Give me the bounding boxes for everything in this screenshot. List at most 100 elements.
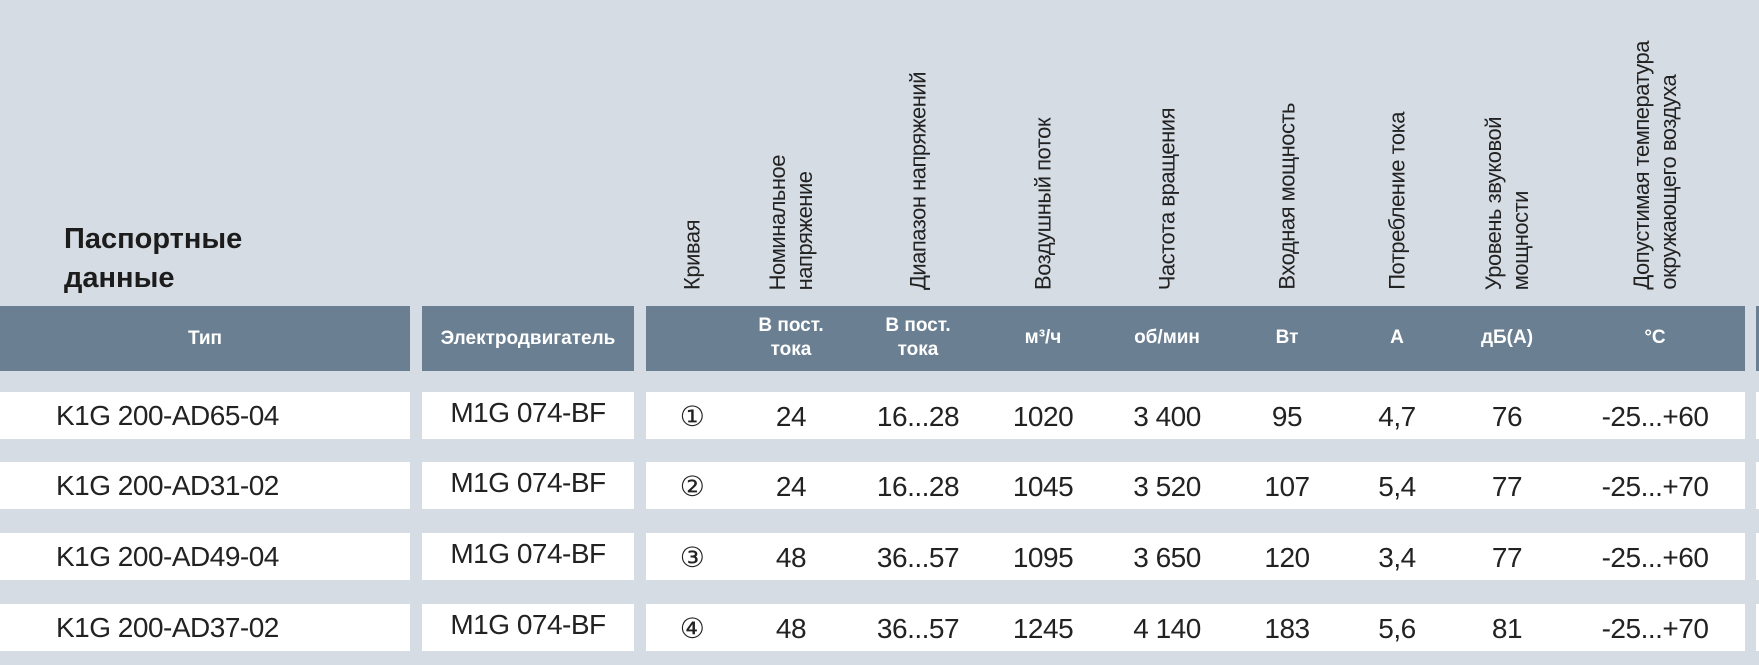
title-line: Паспортные [64, 223, 243, 255]
row-cell [0, 462, 410, 509]
header-cell [646, 306, 1745, 371]
row-cell [0, 604, 410, 651]
value-cell: 5,4 [1378, 471, 1416, 502]
value-cell: 77 [1491, 542, 1523, 573]
column-label: Воздушный поток [1030, 118, 1057, 290]
row-cell [646, 392, 1745, 439]
column-label-line: Входная мощность [1274, 103, 1300, 290]
title: Паспортные данные [64, 220, 242, 298]
header-cell [1756, 306, 1759, 371]
value-cell: 36...57 [876, 542, 960, 573]
title-line: данные [64, 262, 175, 294]
column-label: Потребление тока [1384, 112, 1411, 290]
value-cell: 16...28 [876, 471, 960, 502]
column-label: Кривая [679, 220, 706, 290]
header-cell [422, 306, 634, 371]
value-cell: 3 400 [1133, 401, 1201, 432]
column-label-line: Допустимая температура [1629, 41, 1654, 290]
column-label-line: Диапазон напряжений [905, 71, 931, 290]
value-cell: 1245 [1012, 613, 1074, 644]
value-cell: 95 [1271, 401, 1303, 432]
type-cell: K1G 200-AD65-04 [56, 400, 279, 431]
value-cell: 3 520 [1133, 471, 1201, 502]
row-cell [1756, 604, 1759, 651]
column-label-line: Воздушный поток [1030, 118, 1056, 290]
value-cell: 120 [1264, 542, 1310, 573]
row-cell [1756, 533, 1759, 580]
value-cell: 1095 [1012, 542, 1074, 573]
row-cell [0, 392, 410, 439]
row-cell [422, 604, 634, 651]
column-label: Допустимая температура окружающего воздух… [1628, 41, 1682, 290]
row-cell [0, 533, 410, 580]
column-unit-line: м³/ч [1024, 327, 1062, 348]
row-cell [422, 462, 634, 509]
value-cell: 48 [775, 542, 807, 573]
column-label: Диапазон напряжений [905, 72, 932, 290]
value-cell: 5,6 [1378, 613, 1416, 644]
column-unit: °C [1644, 326, 1665, 350]
value-cell: 24 [775, 471, 807, 502]
value-cell: ② [679, 471, 705, 502]
column-unit: В пост. тока [758, 314, 823, 362]
value-cell: 183 [1264, 613, 1310, 644]
value-cell: 3,4 [1378, 542, 1416, 573]
header-label: Тип [187, 328, 223, 349]
column-label-line: напряжение [792, 171, 817, 290]
value-cell: 1045 [1012, 471, 1074, 502]
column-unit-line: дБ(А) [1480, 327, 1534, 348]
column-label: Частота вращения [1154, 108, 1181, 290]
column-unit-line: В пост. [885, 315, 951, 336]
column-unit-line: °C [1644, 327, 1666, 348]
value-cell: 3 650 [1133, 542, 1201, 573]
value-cell: 76 [1491, 401, 1523, 432]
column-label-line: Частота вращения [1154, 107, 1180, 290]
value-cell: 107 [1264, 471, 1310, 502]
column-label: Номинальное напряжение [764, 155, 818, 290]
column-label-line: Кривая [679, 220, 705, 290]
header-cell [0, 306, 410, 371]
row-cell [646, 533, 1745, 580]
type-cell: K1G 200-AD49-04 [56, 541, 279, 572]
column-unit-line: тока [897, 339, 939, 360]
value-cell: 4 140 [1133, 613, 1201, 644]
value-cell: 4,7 [1378, 401, 1416, 432]
row-cell [646, 604, 1745, 651]
column-unit-line: В пост. [758, 315, 824, 336]
value-cell: ④ [679, 613, 705, 644]
value-cell: -25...+60 [1601, 401, 1709, 432]
value-cell: 36...57 [876, 613, 960, 644]
column-label-line: Уровень звуковой [1481, 116, 1506, 290]
value-cell: 48 [775, 613, 807, 644]
motor-cell: M1G 074-BF [450, 467, 606, 498]
column-unit: Вт [1276, 326, 1299, 350]
column-unit-line: тока [770, 339, 812, 360]
row-cell [1756, 462, 1759, 509]
column-unit-line: А [1390, 327, 1404, 348]
column-unit: В пост. тока [885, 314, 950, 362]
type-cell: K1G 200-AD31-02 [56, 470, 279, 501]
value-cell: -25...+70 [1601, 471, 1709, 502]
type-cell: K1G 200-AD37-02 [56, 612, 279, 643]
motor-cell: M1G 074-BF [450, 538, 606, 569]
value-cell: 1020 [1012, 401, 1074, 432]
value-cell: 77 [1491, 471, 1523, 502]
row-cell [1756, 392, 1759, 439]
column-label-line: Номинальное [765, 154, 790, 290]
row-cell [422, 533, 634, 580]
value-cell: -25...+60 [1601, 542, 1709, 573]
value-cell: ③ [679, 542, 705, 573]
column-unit-line: Вт [1275, 327, 1299, 348]
value-cell: -25...+70 [1601, 613, 1709, 644]
motor-cell: M1G 074-BF [450, 397, 606, 428]
column-label: Входная мощность [1274, 103, 1301, 290]
value-cell: ① [679, 401, 705, 432]
column-label-line: мощности [1508, 190, 1533, 290]
value-cell: 81 [1491, 613, 1523, 644]
column-unit: об/мин [1134, 326, 1200, 350]
column-unit: м³/ч [1025, 326, 1062, 350]
value-cell: 24 [775, 401, 807, 432]
row-cell [646, 462, 1745, 509]
column-unit: А [1390, 326, 1404, 350]
